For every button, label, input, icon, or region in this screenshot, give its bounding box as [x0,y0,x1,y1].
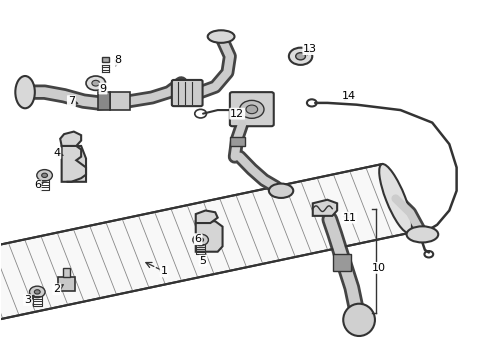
Ellipse shape [15,76,35,108]
Polygon shape [61,146,86,182]
Circle shape [192,234,208,246]
Polygon shape [60,132,81,146]
Bar [332,253,350,271]
Circle shape [37,170,52,181]
Text: 14: 14 [342,91,356,101]
Circle shape [86,76,105,90]
Polygon shape [195,221,222,252]
Bar [58,277,75,291]
Ellipse shape [207,30,234,43]
Text: 3: 3 [24,295,31,305]
Circle shape [295,53,305,60]
Circle shape [41,173,47,177]
Text: 1: 1 [160,266,167,276]
Text: 6: 6 [34,180,41,190]
Text: 10: 10 [371,263,385,273]
Circle shape [245,105,257,114]
Text: 12: 12 [230,109,244,119]
Polygon shape [0,164,408,336]
FancyBboxPatch shape [229,92,273,126]
Circle shape [288,48,312,65]
Polygon shape [312,200,336,216]
Circle shape [34,290,40,294]
Text: 7: 7 [68,96,75,106]
Ellipse shape [343,304,374,336]
Ellipse shape [378,164,411,233]
Text: 8: 8 [114,55,121,65]
FancyBboxPatch shape [171,80,202,106]
Circle shape [197,238,203,242]
Circle shape [239,100,264,118]
Ellipse shape [406,226,437,242]
Bar [102,57,109,62]
Text: 11: 11 [342,213,356,222]
Circle shape [29,286,45,298]
Circle shape [92,80,100,86]
Bar [63,268,70,277]
Text: 6: 6 [194,234,201,244]
Text: 4: 4 [53,148,60,158]
Ellipse shape [268,184,293,198]
Bar [110,92,130,110]
Text: 5: 5 [199,256,206,266]
Text: 9: 9 [100,84,106,94]
Text: 13: 13 [303,44,317,54]
Polygon shape [195,211,217,223]
Bar [98,92,110,110]
Bar [229,137,244,146]
Text: 2: 2 [53,284,60,294]
